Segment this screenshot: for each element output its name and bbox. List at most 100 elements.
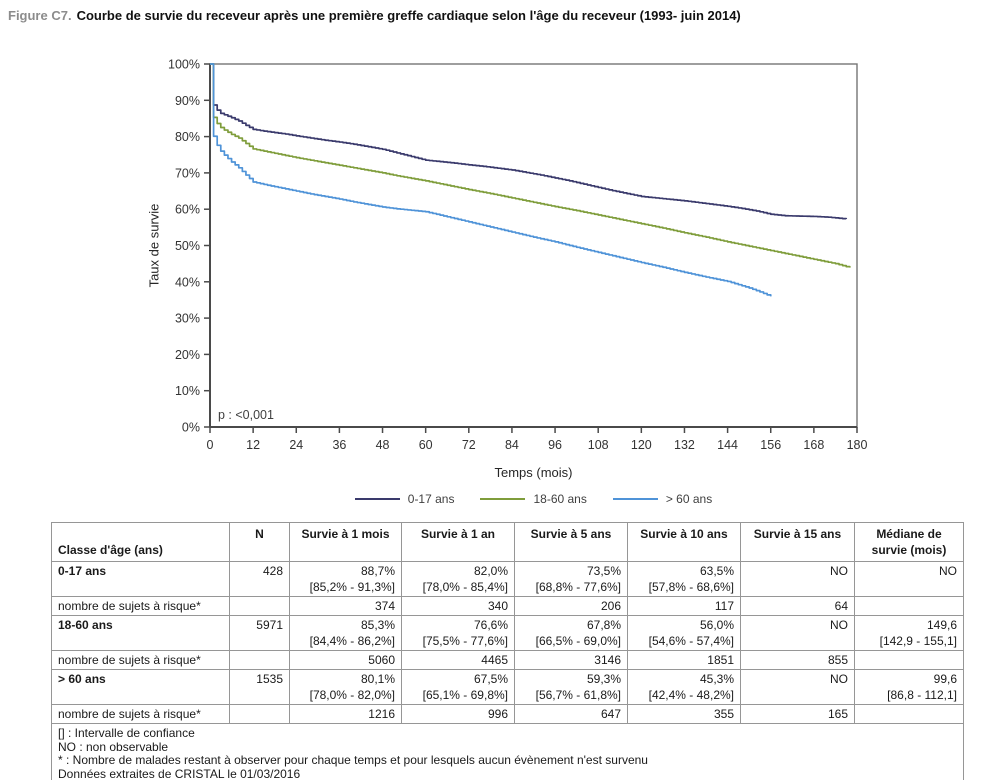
table-cell: 355 <box>627 704 741 724</box>
cell-text-line: 99,6 <box>933 672 957 686</box>
table-cell: 340 <box>401 596 515 616</box>
chart-legend: 0-17 ans 18-60 ans > 60 ans <box>210 492 857 506</box>
figure-caption: Courbe de survie du receveur après une p… <box>76 8 741 23</box>
subjects-at-risk-row: nombre de sujets à risque* 1216 996 647 355 1… <box>51 704 964 724</box>
figure-number-label: Figure C7. <box>8 8 72 23</box>
table-cell: 428 <box>229 561 290 597</box>
cell-text-line: NO <box>830 672 848 686</box>
cell-text-line: 18-60 ans <box>58 618 113 632</box>
cell-text-line: 88,7% <box>360 564 395 578</box>
x-tick-label: 72 <box>462 438 476 452</box>
legend-item-18-60-ans: 18-60 ans <box>480 492 587 506</box>
table-cell: 45,3% [42,4% - 48,2%] <box>627 669 741 705</box>
cell-text-line: Survie à 10 ans <box>640 527 728 541</box>
table-cell: 5971 <box>229 615 290 651</box>
y-tick-label: 30% <box>175 312 200 326</box>
cell-text-line: 374 <box>374 599 395 613</box>
cell-text-line: [65,1% - 69,8%] <box>422 688 508 702</box>
cell-text-line: survie (mois) <box>871 543 947 557</box>
table-cell: 647 <box>514 704 628 724</box>
y-tick-label: 20% <box>175 348 200 362</box>
x-tick-label: 0 <box>207 438 214 452</box>
cell-text-line: 63,5% <box>699 564 734 578</box>
x-tick-label: 132 <box>674 438 695 452</box>
cell-text-line: 56,0% <box>699 618 734 632</box>
table-cell <box>854 596 964 616</box>
table-cell: 67,8% [66,5% - 69,0%] <box>514 615 628 651</box>
cell-text-line: 996 <box>487 707 508 721</box>
column-header: Survie à 15 ans <box>740 522 855 562</box>
legend-label: 0-17 ans <box>407 492 455 506</box>
x-tick-label: 60 <box>419 438 433 452</box>
x-tick-label: 156 <box>760 438 781 452</box>
table-cell <box>229 704 290 724</box>
x-tick-label: 84 <box>505 438 519 452</box>
cell-text-line: [56,7% - 61,8%] <box>535 688 621 702</box>
cell-text-line: 149,6 <box>926 618 957 632</box>
cell-text-line: 355 <box>713 707 734 721</box>
table-cell: 82,0% [78,0% - 85,4%] <box>401 561 515 597</box>
legend-line-swatch <box>612 498 658 500</box>
cell-text-line: Survie à 15 ans <box>753 527 842 541</box>
y-axis-title: Taux de survie <box>146 203 162 288</box>
x-tick-label: 120 <box>631 438 652 452</box>
cell-text-line: 45,3% <box>699 672 734 686</box>
cell-text-line: 165 <box>827 707 848 721</box>
footnote-line: * : Nombre de malades restant à observer… <box>58 753 648 767</box>
column-header: N <box>229 522 290 562</box>
cell-text-line: Survie à 1 an <box>420 527 496 541</box>
cell-text-line: 206 <box>600 599 621 613</box>
cell-text-line: 59,3% <box>586 672 621 686</box>
cell-text-line: nombre de sujets à risque* <box>58 599 201 613</box>
cell-text-line: 117 <box>714 599 734 613</box>
cell-text-line: 647 <box>600 707 621 721</box>
table-cell: 117 <box>627 596 741 616</box>
table-cell: 88,7% [85,2% - 91,3%] <box>289 561 402 597</box>
cell-text-line: [57,8% - 68,6%] <box>648 580 734 594</box>
table-cell: 1535 <box>229 669 290 705</box>
age-class-row: > 60 ans 1535 80,1% [78,0% - 82,0%] 67,5% [65… <box>51 669 964 705</box>
table-footnotes: [] : Intervalle de confiance NO : non obs… <box>51 723 964 780</box>
x-tick-label: 12 <box>246 438 260 452</box>
cell-text-line: [78,0% - 82,0%] <box>309 688 395 702</box>
y-tick-label: 50% <box>175 239 200 253</box>
cell-text-line: 4465 <box>481 653 508 667</box>
table-cell: 4465 <box>401 650 515 670</box>
cell-text-line: [66,5% - 69,0%] <box>535 634 621 648</box>
figure-title: Figure C7. Courbe de survie du receveur a… <box>8 8 741 23</box>
y-tick-label: 0% <box>182 421 200 435</box>
x-tick-label: 144 <box>717 438 738 452</box>
y-tick-label: 40% <box>175 275 200 289</box>
table-cell: nombre de sujets à risque* <box>51 704 230 724</box>
table-cell: 1216 <box>289 704 402 724</box>
cell-text-line: NO <box>830 564 848 578</box>
cell-text-line: Médiane de <box>876 527 942 541</box>
cell-text-line: > 60 ans <box>58 672 106 686</box>
cell-text-line: 80,1% <box>360 672 395 686</box>
table-cell: nombre de sujets à risque* <box>51 596 230 616</box>
footnote-line: Données extraites de CRISTAL le 01/03/20… <box>58 766 301 780</box>
table-cell: 59,3% [56,7% - 61,8%] <box>514 669 628 705</box>
cell-text-line: NO <box>830 618 848 632</box>
column-header: Survie à 5 ans <box>514 522 628 562</box>
cell-text-line: [68,8% - 77,6%] <box>535 580 621 594</box>
y-tick-label: 10% <box>175 384 200 398</box>
x-tick-label: 108 <box>588 438 609 452</box>
column-header: Classe d'âge (ans) <box>51 522 230 562</box>
cell-text-line: [142,9 - 155,1] <box>879 634 957 648</box>
footnote-line: NO : non observable <box>58 739 169 754</box>
survival-chart: 0% 10% 20% 30% 40% 50% 60% 70% 80% 90% 100% 0 12 24 36… <box>130 52 896 514</box>
y-tick-label: 80% <box>175 130 200 144</box>
age-class-row: 18-60 ans 5971 85,3% [84,4% - 86,2%] 76,6% [7… <box>51 615 964 651</box>
table-cell: 80,1% [78,0% - 82,0%] <box>289 669 402 705</box>
cell-text-line: Survie à 5 ans <box>530 527 612 541</box>
cell-text-line: 76,6% <box>473 618 508 632</box>
survival-stats-table: Classe d'âge (ans) N Survie à 1 mois Survie… <box>51 522 964 780</box>
table-cell: 165 <box>740 704 855 724</box>
cell-text-line: Classe d'âge (ans) <box>58 543 163 557</box>
column-header: Survie à 10 ans <box>627 522 741 562</box>
cell-text-line: Survie à 1 mois <box>301 527 390 541</box>
cell-text-line: 5060 <box>368 653 395 667</box>
cell-text-line: 3146 <box>594 653 621 667</box>
